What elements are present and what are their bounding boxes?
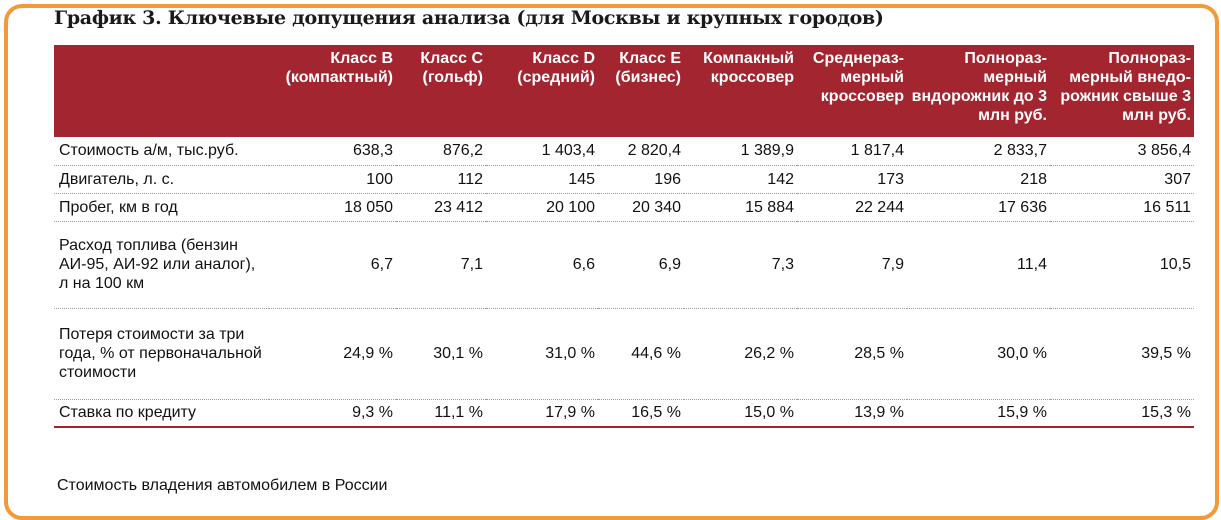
table-cell: 13,9 % <box>797 399 907 428</box>
table-row: Двигатель, л. с. 100 112 145 196 142 173… <box>54 165 1194 194</box>
table-cell: 1 817,4 <box>797 137 907 166</box>
table-cell: 307 <box>1050 165 1194 194</box>
table-cell: 1 403,4 <box>486 137 598 166</box>
table-cell: 145 <box>486 165 598 194</box>
table-cell: 30,0 % <box>907 308 1050 400</box>
table-cell: 22 244 <box>797 193 907 222</box>
row-label: Ставка по кредиту <box>54 399 269 428</box>
table-header-row: Класс B (компактный) Класс C (гольф) Кла… <box>54 45 1194 137</box>
table-cell: 31,0 % <box>486 308 598 400</box>
table-cell: 30,1 % <box>396 308 486 400</box>
table-cell: 18 050 <box>269 193 396 222</box>
table-cell: 20 340 <box>598 193 684 222</box>
table-cell: 100 <box>269 165 396 194</box>
table-cell: 142 <box>684 165 797 194</box>
column-header: Класс B (компактный) <box>269 45 396 137</box>
table-cell: 7,3 <box>684 221 797 309</box>
table-cell: 11,1 % <box>396 399 486 428</box>
table-cell: 112 <box>396 165 486 194</box>
footer-source-note: Стоимость владения автомобилем в России <box>57 477 388 494</box>
table-cell: 2 820,4 <box>598 137 684 166</box>
table-cell: 7,9 <box>797 221 907 309</box>
column-header: Среднераз-мерный кроссовер <box>797 45 907 137</box>
table-cell: 173 <box>797 165 907 194</box>
table-row: Потеря стоимости за три года, % от перво… <box>54 308 1194 400</box>
table-cell: 15,3 % <box>1050 399 1194 428</box>
row-label: Пробег, км в год <box>54 193 269 222</box>
table-row: Стоимость а/м, тыс.руб. 638,3 876,2 1 40… <box>54 137 1194 166</box>
table-cell: 11,4 <box>907 221 1050 309</box>
table-cell: 6,7 <box>269 221 396 309</box>
column-header: Полнораз-мерный вндорожник до 3 млн руб. <box>907 45 1050 137</box>
row-label: Потеря стоимости за три года, % от перво… <box>54 308 269 400</box>
table-cell: 15,0 % <box>684 399 797 428</box>
table-cell: 17,9 % <box>486 399 598 428</box>
table-cell: 876,2 <box>396 137 486 166</box>
table-cell: 16,5 % <box>598 399 684 428</box>
table-row: Расход топлива (бензин АИ-95, АИ-92 или … <box>54 221 1194 309</box>
row-label: Двигатель, л. с. <box>54 165 269 194</box>
table-cell: 10,5 <box>1050 221 1194 309</box>
table-cell: 196 <box>598 165 684 194</box>
table-cell: 9,3 % <box>269 399 396 428</box>
table-cell: 638,3 <box>269 137 396 166</box>
column-header: Полнораз-мерный внедо-рожник свыше 3 млн… <box>1050 45 1194 137</box>
table-cell: 218 <box>907 165 1050 194</box>
assumptions-table: Класс B (компактный) Класс C (гольф) Кла… <box>54 45 1194 428</box>
table-cell: 2 833,7 <box>907 137 1050 166</box>
table-cell: 23 412 <box>396 193 486 222</box>
table-cell: 6,6 <box>486 221 598 309</box>
figure-title: График 3. Ключевые допущения анализа (дл… <box>54 7 884 29</box>
table-cell: 26,2 % <box>684 308 797 400</box>
table-cell: 39,5 % <box>1050 308 1194 400</box>
table-row: Пробег, км в год 18 050 23 412 20 100 20… <box>54 193 1194 222</box>
column-header: Класс C (гольф) <box>396 45 486 137</box>
table-cell: 24,9 % <box>269 308 396 400</box>
table-cell: 15 884 <box>684 193 797 222</box>
header-corner-cell <box>54 45 269 137</box>
row-label: Стоимость а/м, тыс.руб. <box>54 137 269 166</box>
table-cell: 17 636 <box>907 193 1050 222</box>
table-cell: 6,9 <box>598 221 684 309</box>
table-cell: 15,9 % <box>907 399 1050 428</box>
table-row: Ставка по кредиту 9,3 % 11,1 % 17,9 % 16… <box>54 399 1194 428</box>
table-cell: 28,5 % <box>797 308 907 400</box>
table-cell: 7,1 <box>396 221 486 309</box>
column-header: Класс E (бизнес) <box>598 45 684 137</box>
table-cell: 20 100 <box>486 193 598 222</box>
table-cell: 44,6 % <box>598 308 684 400</box>
table-cell: 16 511 <box>1050 193 1194 222</box>
table-cell: 1 389,9 <box>684 137 797 166</box>
column-header: Класс D (средний) <box>486 45 598 137</box>
table-cell: 3 856,4 <box>1050 137 1194 166</box>
column-header: Компакный кроссовер <box>684 45 797 137</box>
row-label: Расход топлива (бензин АИ-95, АИ-92 или … <box>54 221 269 309</box>
